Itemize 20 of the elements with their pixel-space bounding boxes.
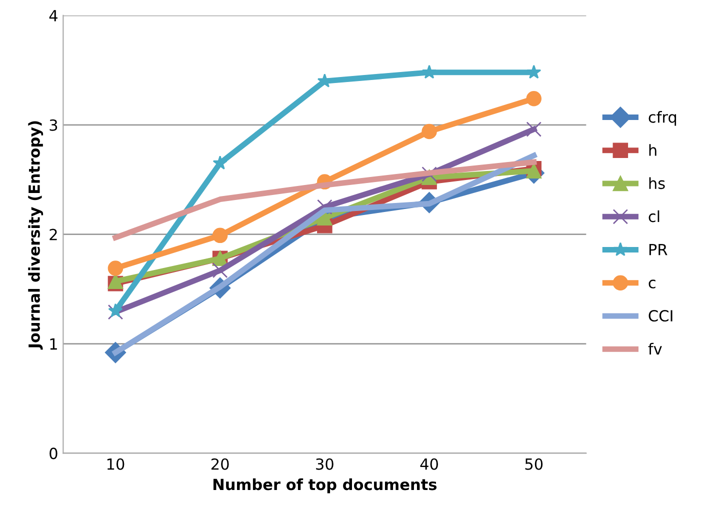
x-tick-label: 50 [525,458,543,470]
legend-label: h [649,144,656,156]
y-tick-label: 4 [49,10,58,22]
legend-label: fv [648,342,662,354]
y-tick-label: 1 [50,338,57,350]
x-tick-label: 20 [211,458,229,470]
y-tick-label: 0 [50,448,58,460]
legend-label: cfrq [648,111,676,126]
legend-label: PR [649,244,668,256]
x-tick-label: 30 [316,458,334,470]
legend-label: hs [649,177,665,190]
legend-label: cl [648,210,660,222]
y-tick-label: 3 [50,119,58,131]
x-tick-label: 10 [107,458,124,470]
legend-label: CCI [648,310,672,322]
y-tick-label: 2 [50,228,57,240]
legend-label: c [648,280,656,288]
y-axis-title: Journal diversity (Entropy) [28,121,44,350]
x-tick-label: 40 [420,458,438,470]
x-axis-title: Number of top documents [213,478,437,494]
